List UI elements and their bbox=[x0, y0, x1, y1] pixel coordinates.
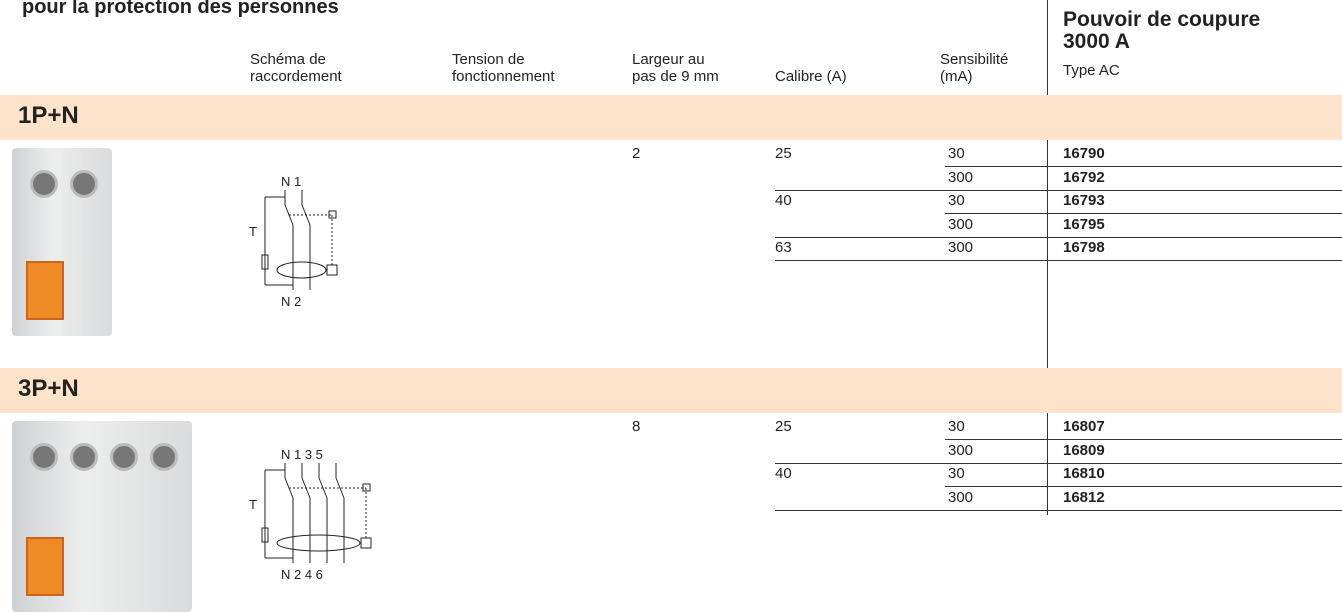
terminal bbox=[150, 443, 178, 471]
terminal bbox=[70, 170, 98, 198]
divider bbox=[1047, 0, 1048, 515]
breaking-title: Pouvoir de coupure bbox=[1063, 8, 1261, 31]
reference: 16798 bbox=[1063, 239, 1105, 256]
terminal bbox=[30, 170, 58, 198]
sensitivity: 30 bbox=[948, 145, 965, 162]
section-title: 3P+N bbox=[18, 375, 79, 402]
diagram-label: T bbox=[249, 224, 257, 239]
reference: 16790 bbox=[1063, 145, 1105, 162]
diagram-line bbox=[261, 254, 269, 270]
calibre: 25 bbox=[775, 145, 792, 162]
row-rule bbox=[945, 166, 1047, 167]
row-rule bbox=[1047, 166, 1342, 167]
sensitivity: 300 bbox=[948, 168, 974, 186]
row-rule bbox=[945, 486, 1047, 487]
calibre: 40 bbox=[775, 465, 792, 482]
calibre: 25 bbox=[775, 418, 792, 435]
row-rule bbox=[1047, 509, 1342, 511]
row-rule bbox=[1047, 486, 1342, 487]
diagram-line bbox=[261, 527, 269, 543]
row-rule bbox=[1047, 236, 1342, 238]
diagram-line bbox=[276, 534, 361, 552]
breaking-type: Type AC bbox=[1063, 62, 1120, 79]
sensitivity: 30 bbox=[948, 465, 965, 482]
terminal bbox=[30, 443, 58, 471]
column-header: Schéma de bbox=[250, 51, 326, 68]
diagram-line bbox=[276, 261, 327, 279]
sensitivity: 300 bbox=[948, 215, 974, 233]
diagram-line bbox=[328, 210, 337, 219]
row-rule bbox=[1047, 260, 1342, 261]
reference: 16812 bbox=[1063, 488, 1105, 506]
row-rule bbox=[1047, 439, 1342, 440]
column-header: fonctionnement bbox=[452, 68, 555, 85]
section-title: 1P+N bbox=[18, 102, 79, 129]
row-rule bbox=[1047, 462, 1342, 464]
diagram-line bbox=[362, 483, 371, 492]
row-rule bbox=[775, 260, 1047, 261]
wiring-diagram: N 1 N 2 T bbox=[249, 174, 338, 309]
row-rule bbox=[775, 189, 1047, 191]
diagram-label: N 2 bbox=[281, 294, 301, 309]
wiring-diagram: N 1 3 5 N 2 4 6 T bbox=[249, 447, 372, 582]
breaking-title: 3000 A bbox=[1063, 30, 1130, 53]
row-rule bbox=[775, 236, 1047, 238]
page-title: pour la protection des personnes bbox=[22, 0, 339, 18]
row-rule bbox=[775, 509, 1047, 511]
sensitivity: 300 bbox=[948, 441, 974, 459]
diagram-line bbox=[326, 264, 338, 276]
sensitivity: 30 bbox=[948, 192, 965, 209]
diagram-label: N 1 3 5 bbox=[281, 447, 323, 462]
toggle bbox=[26, 261, 64, 320]
width: 8 bbox=[632, 418, 641, 435]
row-rule bbox=[1047, 213, 1342, 214]
section-band: 1P+N bbox=[0, 95, 1342, 140]
reference: 16809 bbox=[1063, 441, 1105, 459]
reference: 16795 bbox=[1063, 215, 1105, 233]
calibre: 40 bbox=[775, 192, 792, 209]
reference: 16807 bbox=[1063, 418, 1105, 435]
terminal bbox=[70, 443, 98, 471]
column-header: Calibre (A) bbox=[775, 68, 847, 85]
column-header: Largeur au bbox=[632, 51, 705, 68]
row-rule bbox=[775, 462, 1047, 464]
reference: 16792 bbox=[1063, 168, 1105, 186]
reference: 16810 bbox=[1063, 465, 1105, 482]
diagram-label: N 2 4 6 bbox=[281, 567, 323, 582]
sensitivity: 300 bbox=[948, 488, 974, 506]
row-rule bbox=[1047, 189, 1342, 191]
terminal bbox=[110, 443, 138, 471]
width: 2 bbox=[632, 145, 641, 162]
row-rule bbox=[945, 213, 1047, 214]
section-band: 3P+N bbox=[0, 368, 1342, 413]
row-rule bbox=[945, 439, 1047, 440]
diagram-label: T bbox=[249, 497, 257, 512]
device-image bbox=[12, 421, 192, 612]
diagram-line bbox=[360, 537, 372, 549]
sensitivity: 30 bbox=[948, 418, 965, 435]
column-header: Sensibilité bbox=[940, 51, 1009, 68]
device-image bbox=[12, 148, 112, 336]
column-header: Tension de bbox=[452, 51, 525, 68]
column-header: (mA) bbox=[940, 68, 973, 85]
reference: 16793 bbox=[1063, 192, 1105, 209]
column-header: raccordement bbox=[250, 68, 342, 85]
diagram-label: N 1 bbox=[281, 174, 301, 189]
toggle bbox=[26, 537, 64, 596]
column-header: pas de 9 mm bbox=[632, 68, 719, 85]
calibre: 63 bbox=[775, 239, 792, 256]
sensitivity: 300 bbox=[948, 239, 974, 256]
diagram-line bbox=[335, 477, 345, 499]
